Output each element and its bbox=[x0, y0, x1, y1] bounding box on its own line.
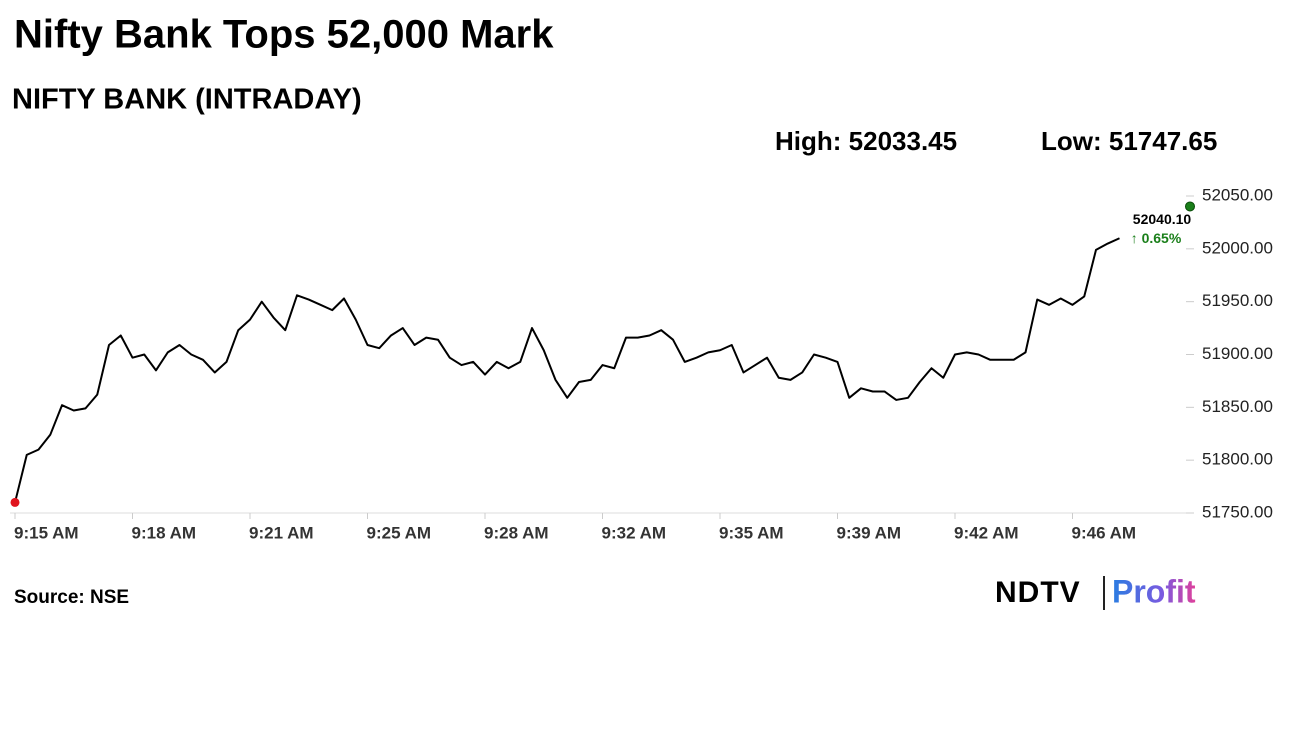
x-tick-label: 9:15 AM bbox=[14, 523, 79, 542]
change-label: ↑ 0.65% bbox=[1131, 230, 1182, 246]
chart-subtitle: NIFTY BANK (INTRADAY) bbox=[12, 84, 362, 116]
y-tick-label: 52050.00 bbox=[1202, 185, 1273, 204]
x-tick-label: 9:35 AM bbox=[719, 523, 784, 542]
x-tick-label: 9:25 AM bbox=[367, 523, 432, 542]
chart-title: Nifty Bank Tops 52,000 Mark bbox=[14, 13, 554, 57]
x-tick-label: 9:32 AM bbox=[602, 523, 667, 542]
start-dot bbox=[10, 497, 20, 507]
logo-divider bbox=[1103, 576, 1105, 610]
x-tick-label: 9:28 AM bbox=[484, 523, 549, 542]
y-tick-label: 51850.00 bbox=[1202, 397, 1273, 416]
y-tick-label: 51750.00 bbox=[1202, 502, 1273, 521]
x-tick-label: 9:42 AM bbox=[954, 523, 1019, 542]
x-tick-label: 9:46 AM bbox=[1072, 523, 1137, 542]
low-label: Low: 51747.65 bbox=[1041, 126, 1217, 156]
price-line bbox=[14, 237, 1120, 503]
last-dot bbox=[1185, 201, 1195, 212]
y-tick-label: 51800.00 bbox=[1202, 450, 1273, 469]
logo-ndtv: NDTV bbox=[995, 576, 1081, 609]
last-value-label: 52040.10 bbox=[1133, 211, 1192, 227]
x-tick-label: 9:18 AM bbox=[132, 523, 197, 542]
logo-profit: Profit bbox=[1112, 573, 1196, 609]
y-tick-label: 51950.00 bbox=[1202, 291, 1273, 310]
x-tick-label: 9:21 AM bbox=[249, 523, 314, 542]
y-tick-label: 52000.00 bbox=[1202, 238, 1273, 257]
x-tick-label: 9:39 AM bbox=[837, 523, 902, 542]
y-tick-label: 51900.00 bbox=[1202, 344, 1273, 363]
source: Source: NSE bbox=[14, 587, 129, 608]
high-label: High: 52033.45 bbox=[775, 126, 957, 156]
